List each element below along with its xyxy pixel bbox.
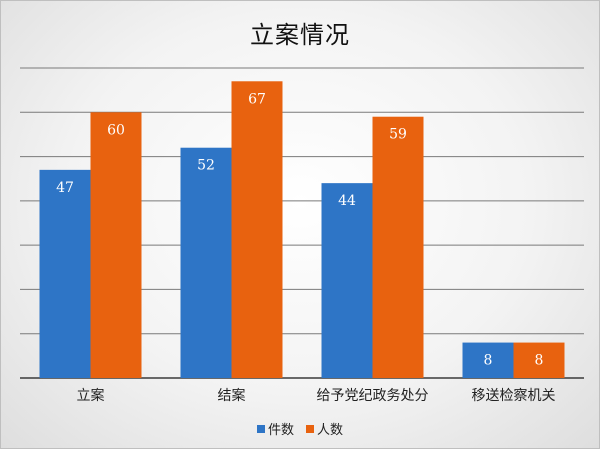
data-label-series-2-cat-1: 60 bbox=[107, 122, 125, 138]
legend-label-series-1: 件数 bbox=[267, 423, 294, 438]
legend-swatch-series-1 bbox=[256, 424, 265, 433]
bar-series-2-cat-1 bbox=[90, 112, 142, 379]
legend-swatch-series-2 bbox=[306, 424, 314, 433]
data-label-series-2-cat-2: 67 bbox=[248, 91, 266, 107]
bar-series-1-cat-4 bbox=[462, 342, 514, 378]
x-tick-label-3: 给予党纪政务处分 bbox=[317, 388, 429, 404]
bar-series-2-cat-4 bbox=[513, 342, 565, 378]
bar-series-1-cat-3 bbox=[321, 183, 373, 378]
legend: 件数 人数 bbox=[1, 419, 599, 438]
legend-label-series-2: 人数 bbox=[317, 423, 344, 438]
legend-item-series-2: 人数 bbox=[306, 419, 343, 438]
x-tick-label-1: 立案 bbox=[77, 387, 105, 404]
bar-series-2-cat-2 bbox=[231, 81, 283, 379]
x-tick-label-4: 移送检察机关 bbox=[472, 387, 556, 404]
legend-item-series-1: 件数 bbox=[256, 419, 294, 438]
bar-series-1-cat-2 bbox=[180, 147, 232, 378]
chart-title: 立案情况 bbox=[250, 21, 350, 49]
data-label-series-1-cat-3: 44 bbox=[338, 193, 356, 209]
data-label-series-1-cat-4: 8 bbox=[484, 353, 493, 369]
bar-series-1-cat-1 bbox=[39, 169, 91, 378]
bar-series-2-cat-3 bbox=[372, 116, 424, 378]
data-label-series-2-cat-4: 8 bbox=[535, 353, 544, 369]
data-label-series-1-cat-2: 52 bbox=[197, 158, 215, 174]
data-label-series-1-cat-1: 47 bbox=[56, 180, 74, 196]
data-label-series-2-cat-3: 59 bbox=[389, 127, 407, 143]
x-tick-label-2: 结案 bbox=[218, 387, 246, 404]
